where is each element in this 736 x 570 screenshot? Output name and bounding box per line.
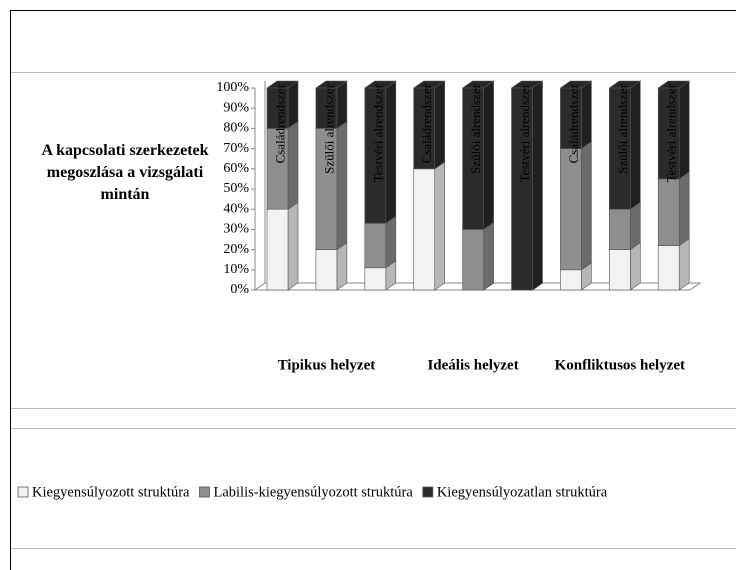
bar (608, 249, 631, 291)
bar (315, 249, 338, 291)
y-tick-label: 100% (216, 80, 249, 95)
y-tick-label: 0% (230, 282, 249, 297)
bar (608, 208, 631, 250)
y-tick-label: 60% (223, 161, 249, 176)
y-tick-label: 80% (223, 121, 249, 136)
legend-label: Kiegyensúlyozott struktúra (32, 484, 190, 500)
y-tick-label: 90% (223, 100, 249, 115)
y-tick-label: 70% (223, 141, 249, 156)
bar (657, 178, 680, 246)
bar (462, 229, 484, 291)
bar (364, 267, 387, 291)
bar-side (336, 120, 348, 251)
bar-side (581, 141, 592, 271)
bar-side (629, 242, 641, 291)
legend-swatch (17, 486, 29, 498)
bar-side (287, 80, 299, 129)
bar-side (532, 80, 543, 291)
bar (511, 87, 533, 291)
legend-label: Kiegyensúlyozatlan struktúra (437, 484, 608, 500)
bar (608, 87, 631, 210)
y-tick-label: 10% (223, 262, 249, 277)
x-tick-label: Testvéri alrendszer (664, 83, 679, 182)
group-label: Konfliktusos helyzet (555, 357, 685, 373)
y-tick-label: 30% (223, 222, 249, 237)
bar-side (483, 80, 494, 230)
legend-label: Labilis-kiegyensúlyozott struktúra (213, 484, 413, 500)
bar (657, 87, 680, 180)
x-tick-label: Testvéri alrendszer (517, 83, 532, 182)
x-tick-label: Családrendszer (272, 83, 287, 163)
bar (364, 87, 387, 224)
bar-side (678, 171, 690, 247)
y-tick-label: 50% (223, 181, 249, 196)
y-tick-label: 20% (223, 242, 249, 257)
bar (413, 87, 436, 170)
bar-side (336, 242, 348, 291)
x-tick-label: Szülői alrendszer (321, 83, 336, 174)
x-tick-label: Szülői alrendszer (615, 83, 630, 174)
bar-side (629, 201, 641, 251)
group-label: Ideális helyzet (427, 357, 518, 373)
bar-side (336, 80, 348, 129)
bar (462, 87, 484, 230)
bar-side (287, 120, 299, 210)
bar (560, 87, 582, 149)
x-tick-label: Szülői alrendszer (468, 83, 483, 174)
bar-side (483, 221, 494, 291)
bar-side (434, 80, 446, 170)
frame (10, 10, 736, 570)
bar-side (434, 161, 446, 291)
legend-swatch (422, 486, 434, 498)
bar (560, 148, 582, 271)
bar-side (385, 80, 397, 224)
bar-side (629, 80, 641, 210)
bar (657, 245, 680, 291)
bar (315, 87, 338, 129)
bar-side (385, 215, 397, 269)
bar (413, 168, 436, 291)
bar (560, 269, 582, 291)
bar-side (287, 201, 299, 291)
x-tick-label: Testvéri alrendszer (370, 83, 385, 182)
chart-title: A kapcsolati szerkezetek megoszlása a vi… (41, 142, 209, 203)
bar-side (678, 237, 690, 291)
x-tick-label: Családrendszer (419, 83, 434, 163)
bar (364, 223, 387, 269)
bar (266, 208, 289, 291)
bar-side (678, 80, 690, 180)
legend-swatch (199, 486, 210, 498)
y-tick-label: 40% (223, 201, 249, 216)
x-tick-label: Családrendszer (566, 83, 581, 163)
bar-side (581, 80, 592, 150)
bar (266, 87, 289, 129)
group-label: Tipikus helyzet (278, 357, 376, 373)
